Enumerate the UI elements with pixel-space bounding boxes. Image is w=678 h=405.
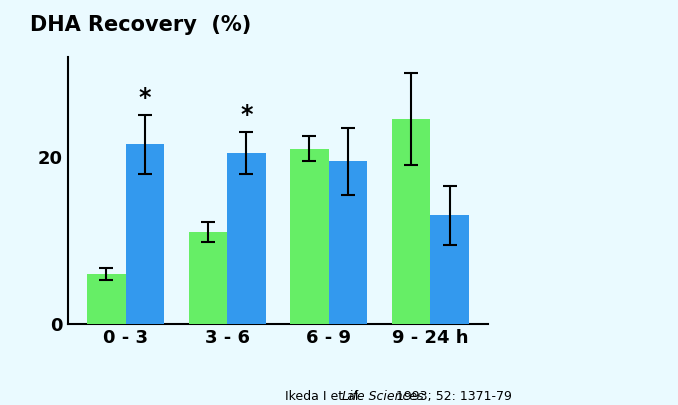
- Bar: [188, 232, 227, 324]
- Text: Ikeda I et al.: Ikeda I et al.: [285, 390, 366, 403]
- Bar: [125, 145, 164, 324]
- Text: Life Sciences: Life Sciences: [342, 390, 424, 403]
- Bar: [329, 161, 367, 324]
- Bar: [290, 149, 329, 324]
- Text: *: *: [240, 103, 253, 127]
- Bar: [87, 274, 125, 324]
- Bar: [392, 119, 431, 324]
- Text: 1993; 52: 1371-79: 1993; 52: 1371-79: [392, 390, 512, 403]
- Bar: [431, 215, 469, 324]
- Bar: [227, 153, 266, 324]
- Text: DHA Recovery  (%): DHA Recovery (%): [30, 15, 252, 35]
- Text: *: *: [138, 86, 151, 110]
